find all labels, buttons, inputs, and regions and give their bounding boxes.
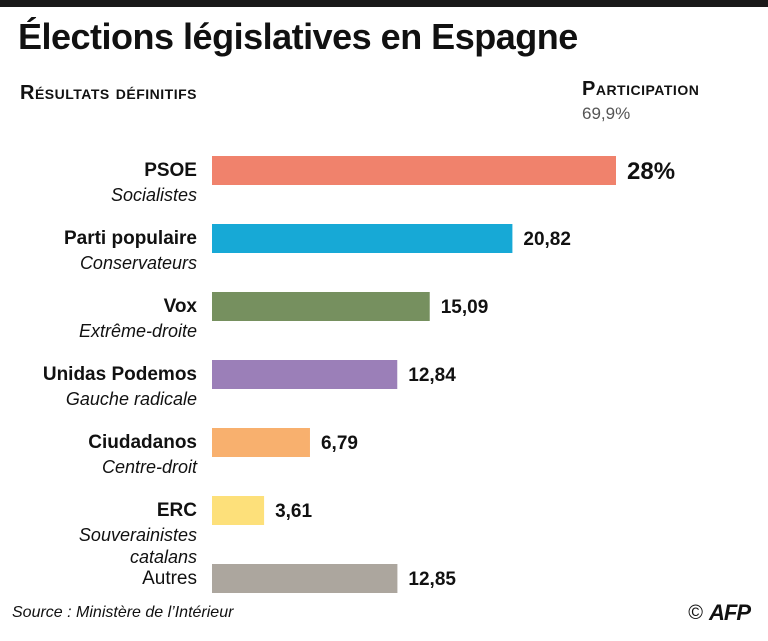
bar-erc — [212, 496, 265, 525]
bar-psoe — [212, 156, 616, 185]
value-label: 28% — [627, 158, 675, 185]
bar-autres — [212, 564, 398, 593]
copyright-symbol: © — [688, 601, 703, 624]
source-note: Source : Ministère de l’Intérieur — [12, 604, 234, 621]
value-label: 12,85 — [408, 569, 456, 590]
participation-value: 69,9% — [582, 104, 631, 123]
bar-unidas-podemos — [212, 360, 398, 389]
agency-credit: © AFP — [688, 600, 751, 626]
agency-logo: AFP — [709, 600, 751, 625]
bar-parti-populaire — [212, 224, 513, 253]
value-label: 6,79 — [321, 433, 358, 454]
value-label: 3,61 — [275, 501, 312, 522]
value-label: 15,09 — [441, 297, 489, 318]
chart-subtitle: Résultats définitifs — [20, 82, 197, 104]
category-label: ERC — [157, 500, 197, 521]
category-label: Parti populaire — [64, 228, 197, 249]
bar-ciudadanos — [212, 428, 310, 457]
bar-vox — [212, 292, 430, 321]
top-rule — [0, 0, 768, 7]
category-sublabel: Gauche radicale — [66, 389, 197, 409]
participation-label: Participation — [582, 78, 700, 100]
value-label: 20,82 — [523, 229, 571, 250]
value-label: 12,84 — [408, 365, 456, 386]
category-sublabel: Souverainistes — [79, 525, 197, 545]
category-label: Ciudadanos — [88, 432, 197, 453]
bar-chart: PSOE Socialistes 28% Parti populaire Conserv… — [43, 156, 675, 593]
category-label: Vox — [164, 296, 198, 317]
category-sublabel: Extrême-droite — [79, 321, 197, 341]
category-sublabel: catalans — [130, 547, 197, 567]
category-label: Unidas Podemos — [43, 364, 197, 385]
category-label: PSOE — [144, 160, 197, 181]
chart-title: Élections législatives en Espagne — [18, 16, 578, 57]
category-label: Autres — [142, 568, 197, 589]
category-sublabel: Conservateurs — [80, 253, 197, 273]
category-sublabel: Centre-droit — [102, 457, 198, 477]
category-sublabel: Socialistes — [111, 185, 197, 205]
